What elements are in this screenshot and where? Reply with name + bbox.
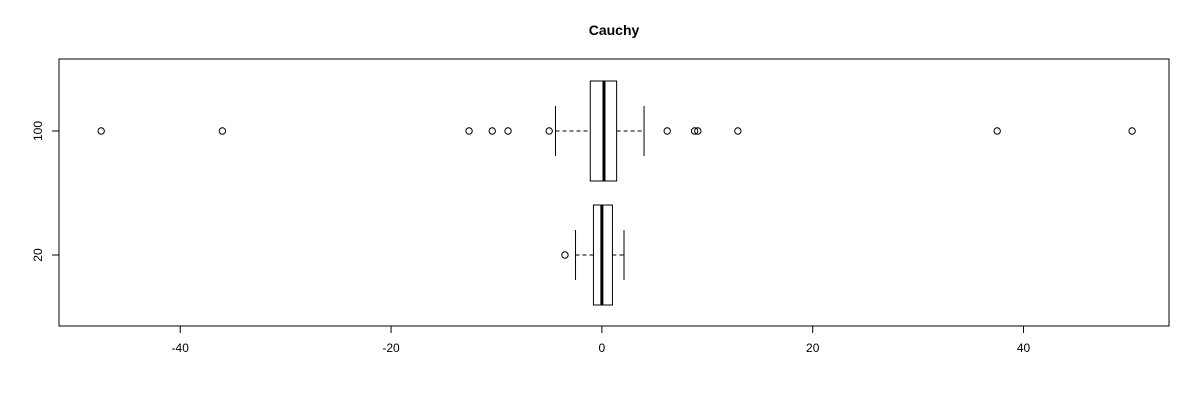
box-group-100 xyxy=(97,80,1136,182)
outlier-point xyxy=(545,127,553,135)
outlier-point xyxy=(694,127,702,135)
outlier-point xyxy=(1128,127,1136,135)
x-tick-label: -40 xyxy=(172,341,190,355)
outlier-point xyxy=(97,127,105,135)
outlier-point xyxy=(690,127,699,135)
x-tick-label: -20 xyxy=(382,341,400,355)
outlier-point xyxy=(734,127,742,135)
outlier-point xyxy=(561,251,569,259)
boxes xyxy=(97,80,1136,306)
outlier-point xyxy=(504,127,512,135)
x-axis: -40 -20 0 20 40 xyxy=(172,325,1031,355)
outlier-point xyxy=(993,127,1001,135)
chart-title: Cauchy xyxy=(589,22,640,38)
x-tick-label: 20 xyxy=(806,341,820,355)
outlier-point xyxy=(488,127,496,135)
y-axis: 20 100 xyxy=(31,121,60,262)
x-tick-label: 40 xyxy=(1017,341,1031,355)
y-tick-label-100: 100 xyxy=(31,121,45,141)
outlier-point xyxy=(465,127,473,135)
y-tick-label-20: 20 xyxy=(31,248,45,262)
outlier-point xyxy=(218,127,227,135)
box-group-20 xyxy=(561,204,625,306)
x-tick-label: 0 xyxy=(599,341,606,355)
outlier-point xyxy=(663,127,671,135)
